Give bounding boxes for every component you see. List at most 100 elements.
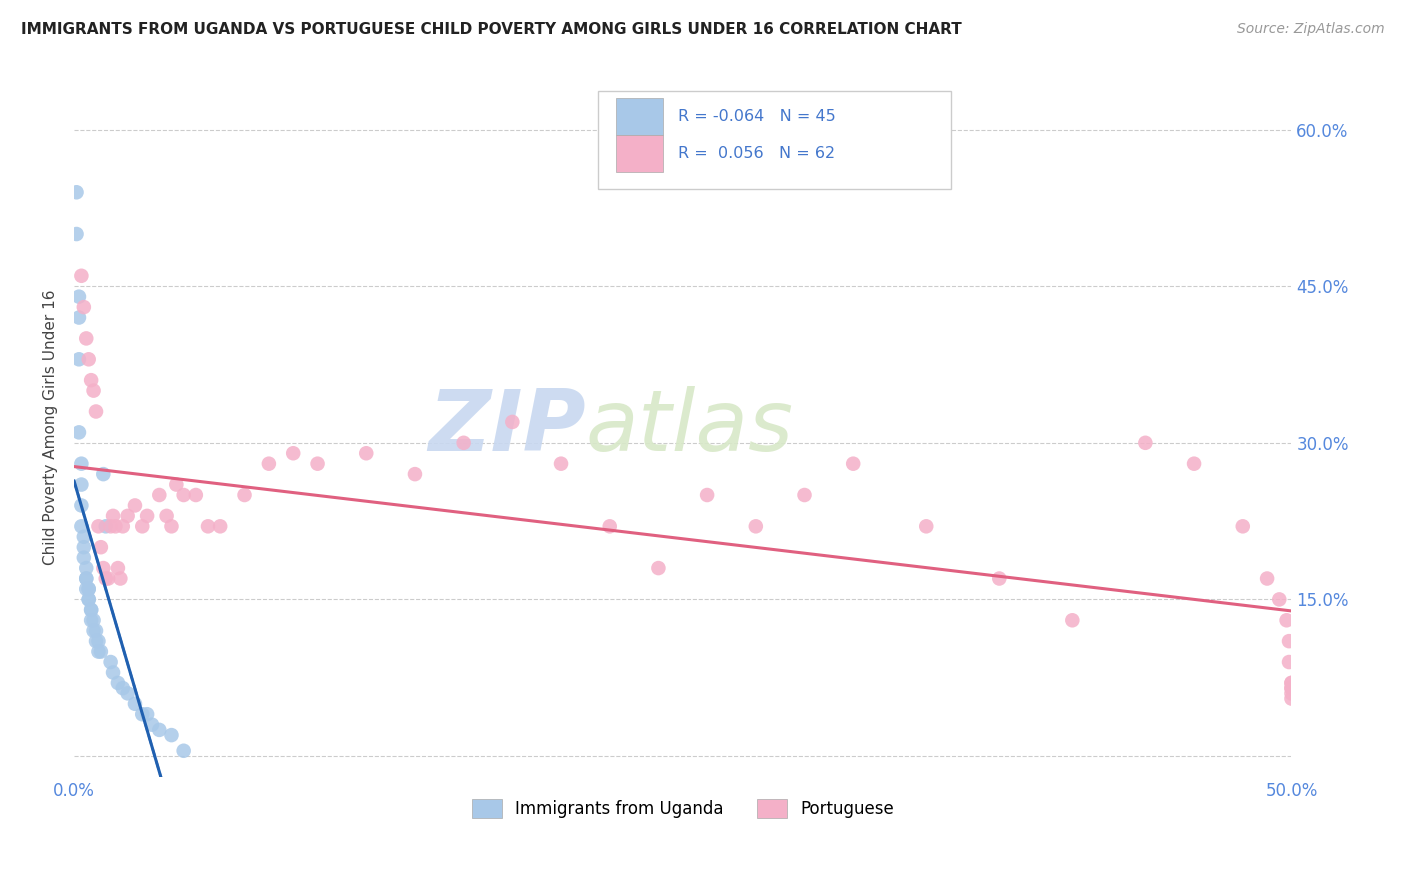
Point [1062,613,1084,627]
Point [453,435,475,450]
Point [65,227,87,241]
Point [80,603,103,617]
Point [70,268,93,283]
FancyBboxPatch shape [598,91,950,189]
Point [94,519,117,533]
Point [77,592,100,607]
Point [67,290,90,304]
Point [148,488,170,502]
Point [75,561,97,575]
Point [1281,681,1303,695]
Point [75,582,97,596]
Point [107,561,129,575]
Point [1256,572,1278,586]
Point [73,530,96,544]
Point [124,697,146,711]
Point [117,686,139,700]
Point [160,728,183,742]
Point [77,582,100,596]
Point [1275,613,1298,627]
Point [70,519,93,533]
Point [283,446,305,460]
Point [1182,457,1205,471]
Point [156,508,179,523]
Point [67,425,90,440]
Point [696,488,718,502]
Point [550,457,572,471]
Point [75,331,97,345]
Point [131,519,153,533]
Point [104,519,127,533]
Point [307,457,329,471]
Point [80,613,103,627]
Point [124,499,146,513]
Point [94,572,117,586]
FancyBboxPatch shape [616,136,664,172]
Point [209,519,232,533]
Point [100,519,122,533]
Point [107,676,129,690]
Point [73,300,96,314]
Point [173,488,195,502]
Point [793,488,815,502]
Point [84,404,107,418]
Point [1135,435,1157,450]
Point [91,467,114,482]
Point [160,519,183,533]
Point [233,488,256,502]
Point [1278,634,1301,648]
Point [84,634,107,648]
Point [1232,519,1254,533]
Point [1268,592,1291,607]
Text: Source: ZipAtlas.com: Source: ZipAtlas.com [1237,22,1385,37]
Point [1281,686,1303,700]
Point [70,477,93,491]
Text: R = -0.064   N = 45: R = -0.064 N = 45 [678,109,835,124]
Legend: Immigrants from Uganda, Portuguese: Immigrants from Uganda, Portuguese [465,792,901,824]
Point [101,508,124,523]
Point [988,572,1011,586]
Text: R =  0.056   N = 62: R = 0.056 N = 62 [678,146,835,161]
Point [80,373,103,387]
Point [141,717,163,731]
Point [83,624,105,638]
Point [87,634,110,648]
Point [173,744,195,758]
Point [1281,691,1303,706]
Point [131,707,153,722]
Point [148,723,170,737]
Point [136,707,159,722]
Point [75,572,97,586]
FancyBboxPatch shape [616,98,664,135]
Point [73,540,96,554]
Point [647,561,669,575]
Point [501,415,523,429]
Point [75,572,97,586]
Point [165,477,187,491]
Point [65,186,87,200]
Point [1281,681,1303,695]
Point [87,644,110,658]
Point [70,457,93,471]
Point [97,572,120,586]
Point [90,540,112,554]
Point [745,519,768,533]
Point [80,603,103,617]
Point [67,310,90,325]
Point [83,613,105,627]
Text: ZIP: ZIP [427,385,585,468]
Point [84,624,107,638]
Text: atlas: atlas [585,385,793,468]
Point [100,655,122,669]
Point [1278,655,1301,669]
Point [404,467,426,482]
Point [197,519,219,533]
Point [1281,676,1303,690]
Point [354,446,377,460]
Point [111,681,134,695]
Point [101,665,124,680]
Text: IMMIGRANTS FROM UGANDA VS PORTUGUESE CHILD POVERTY AMONG GIRLS UNDER 16 CORRELAT: IMMIGRANTS FROM UGANDA VS PORTUGUESE CHI… [21,22,962,37]
Point [599,519,621,533]
Point [67,352,90,367]
Point [111,519,134,533]
